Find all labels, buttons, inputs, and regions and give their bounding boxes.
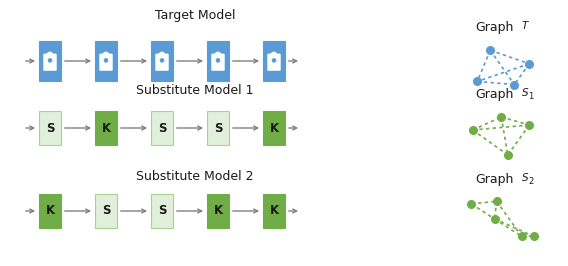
Text: S: S (158, 122, 166, 135)
FancyBboxPatch shape (263, 111, 285, 145)
FancyBboxPatch shape (95, 194, 117, 228)
FancyBboxPatch shape (211, 54, 225, 71)
Text: S: S (46, 122, 55, 135)
Text: S: S (102, 205, 110, 218)
Text: K: K (269, 205, 278, 218)
Text: S: S (522, 173, 529, 183)
Circle shape (48, 59, 52, 62)
Text: T: T (522, 21, 528, 31)
Circle shape (273, 59, 275, 62)
Text: S: S (522, 88, 529, 98)
FancyBboxPatch shape (263, 194, 285, 228)
Text: K: K (45, 205, 55, 218)
Text: 2: 2 (528, 177, 533, 186)
Text: Target Model: Target Model (154, 10, 235, 23)
Text: S: S (158, 205, 166, 218)
FancyBboxPatch shape (99, 54, 112, 71)
FancyBboxPatch shape (207, 111, 229, 145)
FancyBboxPatch shape (39, 41, 61, 81)
FancyBboxPatch shape (155, 54, 169, 71)
Circle shape (216, 59, 220, 62)
Text: Graph: Graph (475, 21, 514, 34)
Text: K: K (214, 205, 223, 218)
FancyBboxPatch shape (263, 41, 285, 81)
FancyBboxPatch shape (207, 194, 229, 228)
Text: S: S (214, 122, 222, 135)
Text: Graph: Graph (475, 173, 514, 186)
Circle shape (160, 59, 164, 62)
Circle shape (105, 59, 107, 62)
FancyBboxPatch shape (151, 41, 173, 81)
FancyBboxPatch shape (49, 62, 51, 67)
FancyBboxPatch shape (151, 194, 173, 228)
Text: Substitute Model 2: Substitute Model 2 (136, 169, 254, 182)
FancyBboxPatch shape (39, 111, 61, 145)
FancyBboxPatch shape (95, 111, 117, 145)
FancyBboxPatch shape (268, 54, 281, 71)
Text: Substitute Model 1: Substitute Model 1 (136, 84, 254, 97)
FancyBboxPatch shape (39, 194, 61, 228)
FancyBboxPatch shape (151, 111, 173, 145)
FancyBboxPatch shape (207, 41, 229, 81)
Text: K: K (102, 122, 111, 135)
Text: K: K (269, 122, 278, 135)
FancyBboxPatch shape (43, 54, 57, 71)
FancyBboxPatch shape (95, 41, 117, 81)
Text: Graph: Graph (475, 88, 514, 101)
FancyBboxPatch shape (161, 62, 162, 67)
Text: 1: 1 (528, 92, 533, 101)
FancyBboxPatch shape (218, 62, 219, 67)
